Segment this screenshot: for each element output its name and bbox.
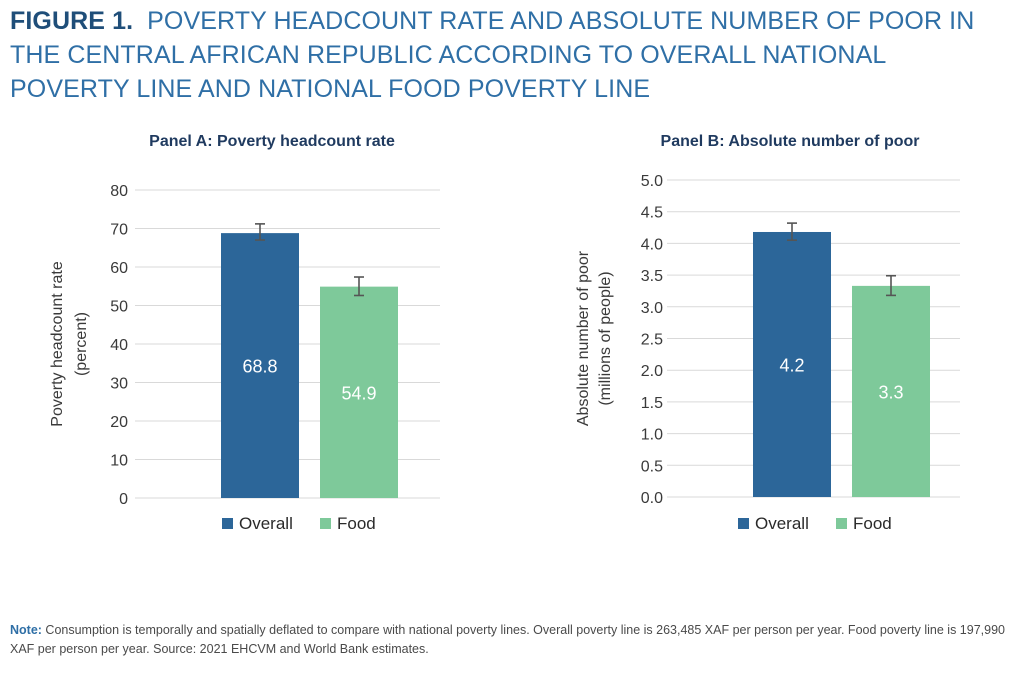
panel-b-chart: Panel B: Absolute number of poor 0.0 0.5 1.… [575,133,960,533]
panel-a-legend-label-food: Food [337,514,376,533]
panel-a-y-tick-label: 40 [110,337,128,354]
panel-a-y-tick-label: 20 [110,414,128,431]
panel-a-title: Panel A: Poverty headcount rate [149,133,395,150]
panel-a-y-axis-label: (percent) [73,312,90,376]
panel-b-legend: Overall Food [738,514,892,533]
panel-a-legend-swatch-food [320,518,331,529]
panel-b-legend-label-food: Food [853,514,892,533]
panel-a-bar-label-food: 54.9 [341,383,376,403]
panel-b-title: Panel B: Absolute number of poor [661,133,920,150]
panel-a-bar-overall [221,233,299,498]
panel-b-bar-overall [753,231,831,497]
panel-b-y-axis-label: (millions of people) [597,271,614,405]
charts-canvas: Panel A: Poverty headcount rate 0 10 20 30 40… [49,133,960,533]
panel-b-y-tick-label: 0.0 [641,490,663,507]
panel-b-y-tick-label: 0.5 [641,458,663,475]
figure-note: Note: Consumption is temporally and spat… [10,621,1010,659]
panel-a-bar-label-overall: 68.8 [242,357,277,377]
panel-b-y-tick-label: 4.5 [641,205,663,222]
panel-a-y-tick-label: 0 [119,491,128,508]
panel-b-legend-swatch-food [836,518,847,529]
figure-title-text: POVERTY HEADCOUNT RATE AND ABSOLUTE NUMB… [10,7,975,103]
panel-a-y-tick-label: 80 [110,183,128,200]
panel-a-legend: Overall Food [222,514,376,533]
panel-a-y-tick-label: 60 [110,260,128,277]
panel-a-y-axis-label: Poverty headcount rate [49,261,66,427]
panel-b-y-tick-label: 2.0 [641,363,663,380]
panel-b-legend-label-overall: Overall [755,514,809,533]
panel-b-y-tick-label: 3.5 [641,268,663,285]
panel-b-bar-food [852,285,930,497]
panel-a-error-bar-overall [255,223,265,241]
panel-a-legend-swatch-overall [222,518,233,529]
panel-a-y-tick-label: 30 [110,376,128,393]
panel-a-error-bar-food [354,276,364,297]
panel-a-y-tick-label: 10 [110,453,128,470]
panel-b-y-axis-label: Absolute number of poor [575,250,592,426]
panel-b-legend-swatch-overall [738,518,749,529]
panel-b-bar-label-overall: 4.2 [779,355,804,375]
panel-b-error-bar-overall [787,222,797,242]
panel-b-y-tick-label: 3.0 [641,300,663,317]
panel-a-bar-food [320,286,398,498]
panel-b-error-bar-food [886,274,896,297]
panel-a-chart: Panel A: Poverty headcount rate 0 10 20 30 40… [49,133,440,533]
figure-label: FIGURE 1. [10,7,134,35]
panel-b-y-tick-label: 5.0 [641,173,663,190]
note-text: Consumption is temporally and spatially … [10,623,1005,656]
panel-b-y-tick-label: 4.0 [641,236,663,253]
note-label: Note: [10,623,42,637]
panel-b-bar-label-food: 3.3 [878,382,903,402]
panel-a-legend-label-overall: Overall [239,514,293,533]
panel-b-y-tick-label: 1.0 [641,427,663,444]
panel-a-y-tick-label: 70 [110,222,128,239]
panel-b-y-tick-label: 2.5 [641,332,663,349]
panel-a-y-tick-label: 50 [110,299,128,316]
panel-b-y-tick-label: 1.5 [641,395,663,412]
figure-title: FIGURE 1. POVERTY HEADCOUNT RATE AND ABSO… [10,4,1010,106]
